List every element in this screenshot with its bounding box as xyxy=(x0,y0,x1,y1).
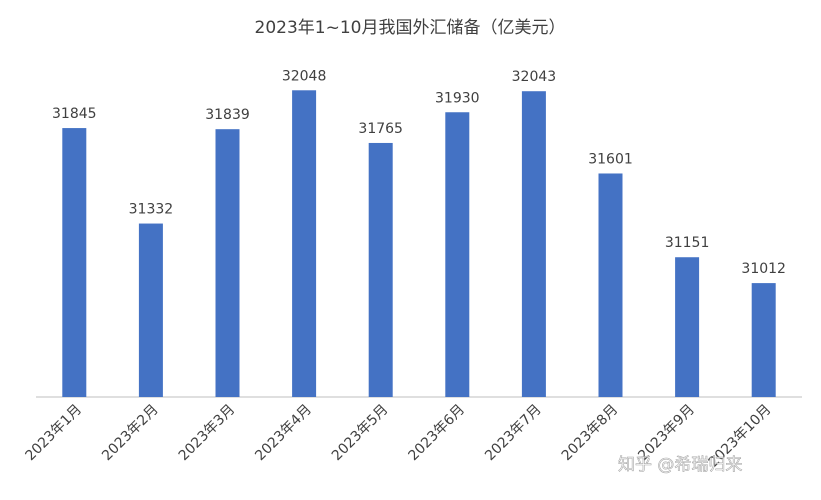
bar xyxy=(292,90,317,398)
data-label: 31601 xyxy=(588,151,633,167)
data-label: 31930 xyxy=(435,90,480,106)
data-label: 31332 xyxy=(129,202,174,218)
bar xyxy=(62,128,87,397)
data-label: 31765 xyxy=(358,121,403,137)
data-label: 32043 xyxy=(512,69,557,85)
data-label: 31845 xyxy=(52,106,97,122)
watermark: 知乎 @希瑞归来 xyxy=(618,455,742,475)
bar xyxy=(675,257,700,397)
bar xyxy=(368,142,393,397)
data-label: 31839 xyxy=(205,107,250,123)
data-label: 32048 xyxy=(282,68,327,84)
bar xyxy=(521,91,546,397)
data-label: 31012 xyxy=(741,261,786,277)
bar xyxy=(215,129,240,398)
bar xyxy=(598,173,623,397)
bar xyxy=(445,112,470,397)
data-label: 31151 xyxy=(665,235,710,251)
chart-title: 2023年1~10月我国外汇储备（亿美元） xyxy=(255,18,566,38)
bar xyxy=(751,283,776,397)
bar xyxy=(138,223,163,397)
